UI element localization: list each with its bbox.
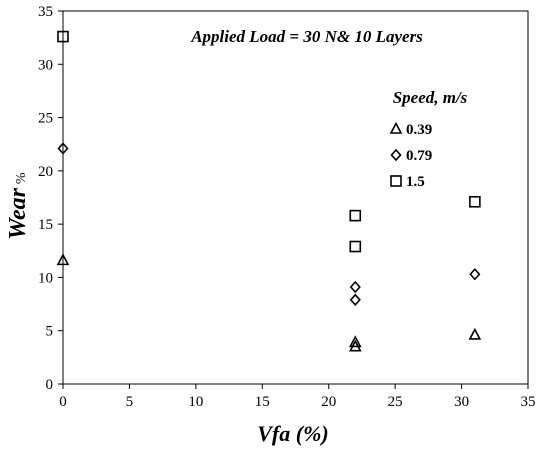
plot-frame [62,10,529,385]
x-tick-label: 30 [454,394,469,410]
legend: Speed, m/s 0.39 0.79 1.5 [389,88,468,190]
y-tick-label: 20 [38,164,53,180]
x-tick-label: 0 [59,394,67,410]
legend-title: Speed, m/s [393,88,468,107]
x-tick-label: 35 [521,394,536,410]
x-tick-label: 15 [255,394,270,410]
y-tick-label: 25 [38,111,53,127]
x-axis: 0 5 10 15 20 25 30 35 [59,384,536,410]
legend-item: 0.79 [390,148,432,164]
data-point-triangle [348,335,362,348]
y-axis: 0 5 10 15 20 25 30 35 [38,4,63,393]
data-point-square [469,195,481,208]
data-point-diamond [469,268,481,281]
legend-label: 0.39 [406,122,432,138]
y-axis-label: Wear% [5,172,31,240]
y-tick-label: 30 [38,57,53,73]
data-point-square [349,240,362,253]
y-tick-label: 35 [38,4,53,20]
x-axis-label: Vfa (%) [257,421,328,446]
x-tick-label: 25 [388,394,403,410]
data-point-diamond [349,293,361,307]
data-point-square [57,30,69,43]
y-tick-label: 15 [38,217,53,233]
series-triangle [56,253,482,352]
y-tick-label: 10 [38,270,53,286]
y-axis-label-text: Wear [5,187,31,239]
y-tick-label: 5 [46,324,54,340]
chart-title: Applied Load = 30 N& 10 Layers [190,27,423,46]
data-point-square [349,209,362,222]
legend-square-marker [390,175,402,187]
legend-item: 1.5 [390,174,425,190]
legend-diamond-marker [390,148,402,162]
data-point-diamond [57,142,69,155]
data-point-triangle [348,339,362,352]
x-tick-label: 10 [188,394,203,410]
legend-triangle-marker [389,121,403,134]
x-tick-label: 20 [321,394,336,410]
data-points [56,30,482,352]
data-point-triangle [56,253,70,266]
legend-label: 1.5 [406,174,425,190]
data-point-triangle [468,327,482,340]
x-tick-label: 5 [126,394,134,410]
legend-items: 0.39 0.79 1.5 [389,121,432,190]
y-axis-label-unit: % [14,172,29,184]
data-point-diamond [349,280,361,294]
legend-label: 0.79 [406,148,432,164]
series-diamond [57,142,481,307]
legend-item: 0.39 [389,121,432,138]
series-square [57,30,481,253]
y-tick-label: 0 [46,377,54,393]
